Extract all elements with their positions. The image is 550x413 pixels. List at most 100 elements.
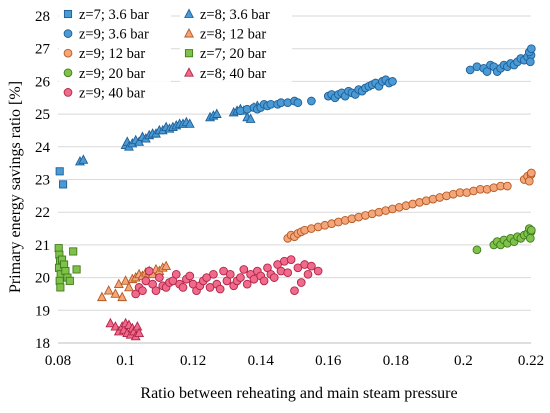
data-point (524, 176, 534, 186)
x-tick-label: 0.18 (383, 353, 409, 369)
series-5 (54, 244, 81, 292)
legend-label: z=8; 40 bar (200, 66, 266, 82)
data-point (113, 278, 124, 288)
data-point (283, 268, 293, 278)
legend-label: z=9; 20 bar (79, 66, 145, 82)
data-point (293, 98, 303, 108)
data-point (209, 269, 218, 279)
series-8 (131, 255, 323, 299)
x-tick-label: 0.16 (315, 353, 342, 369)
data-points (54, 44, 536, 341)
legend-marker (184, 8, 194, 18)
data-point (239, 265, 249, 274)
series-2 (236, 44, 536, 116)
x-tick-label: 0.22 (518, 353, 544, 369)
legend-item-background (180, 44, 292, 63)
data-point (69, 247, 78, 256)
y-axis-title: Primary energy savings ratio [%] (7, 81, 24, 293)
series-0 (55, 167, 68, 189)
data-point (307, 261, 316, 271)
legend-label: z=9; 12 bar (79, 46, 145, 62)
legend-item: z=9; 12 bar (59, 44, 171, 63)
data-point (259, 276, 269, 286)
data-point (525, 234, 535, 243)
data-point (307, 96, 316, 106)
data-point (138, 286, 147, 296)
data-point (236, 273, 245, 282)
data-point (211, 108, 222, 118)
series-1 (75, 100, 263, 166)
legend-item-background (59, 24, 171, 43)
data-point (65, 276, 74, 285)
legend-marker (184, 28, 194, 38)
axes: 18 19 20 21 22 23 24 25 26 27 28 0.08 0.1 0.12 0.14 0.1… (35, 9, 544, 369)
data-point (215, 284, 225, 294)
y-tick-label: 27 (35, 42, 51, 58)
y-tick-label: 25 (35, 107, 50, 123)
y-tick-label: 19 (35, 303, 50, 319)
data-point (78, 154, 89, 164)
legend-label: z=7; 3.6 bar (79, 7, 149, 23)
legend-label: z=7; 20 bar (200, 46, 266, 62)
legend-item-background (180, 63, 292, 82)
legend-marker (184, 67, 194, 77)
data-point (124, 281, 134, 292)
legend-item-background (180, 24, 292, 43)
legend-item-background (59, 44, 171, 63)
legend-item-background (59, 63, 171, 82)
legend-label: z=9; 40 bar (79, 85, 145, 101)
data-point (296, 278, 306, 287)
data-point (151, 286, 161, 296)
data-point (269, 273, 279, 282)
y-tick-label: 18 (35, 336, 50, 352)
legend-item: z=8; 40 bar (180, 63, 292, 82)
x-tick-label: 0.12 (180, 353, 206, 369)
legend-marker (63, 88, 73, 97)
data-point (185, 271, 195, 281)
legend-label: z=8; 12 bar (200, 27, 266, 43)
data-point (290, 286, 299, 296)
data-point (171, 269, 181, 279)
data-point (286, 255, 296, 264)
legend-label: z=9; 3.6 bar (79, 27, 149, 43)
data-point (144, 266, 154, 276)
data-point (472, 245, 482, 255)
legend-marker (63, 48, 73, 58)
legend-item: z=9; 40 bar (59, 83, 171, 102)
data-point (503, 181, 512, 191)
data-point (225, 269, 235, 279)
series-7 (105, 317, 145, 341)
data-point (103, 285, 114, 295)
data-point (117, 291, 128, 302)
series-6 (472, 224, 536, 255)
data-point (242, 279, 252, 289)
data-point (161, 260, 172, 271)
data-point (72, 265, 81, 274)
data-point (155, 273, 164, 282)
data-point (526, 168, 536, 178)
legend-item: z=8; 12 bar (180, 24, 292, 43)
data-point (110, 288, 121, 298)
data-point (313, 266, 323, 276)
y-tick-label: 28 (35, 9, 50, 25)
legend-item-background (59, 83, 171, 102)
legend-marker (63, 68, 73, 78)
x-tick-label: 0.1 (116, 353, 135, 369)
data-point (59, 180, 68, 189)
legend-label: z=8; 3.6 bar (200, 7, 270, 23)
y-tick-label: 23 (35, 173, 50, 189)
y-tick-label: 26 (35, 74, 51, 90)
data-point (526, 44, 536, 54)
data-point (55, 167, 64, 176)
series-4 (283, 168, 536, 243)
x-tick-label: 0.2 (454, 353, 473, 369)
legend-item-background (180, 5, 292, 23)
data-point (110, 321, 121, 331)
x-tick-label: 0.08 (45, 353, 71, 369)
y-tick-label: 21 (35, 238, 50, 254)
legend-item: z=8; 3.6 bar (180, 5, 292, 23)
legend-item: z=9; 20 bar (59, 63, 171, 82)
y-tick-label: 20 (35, 271, 50, 287)
